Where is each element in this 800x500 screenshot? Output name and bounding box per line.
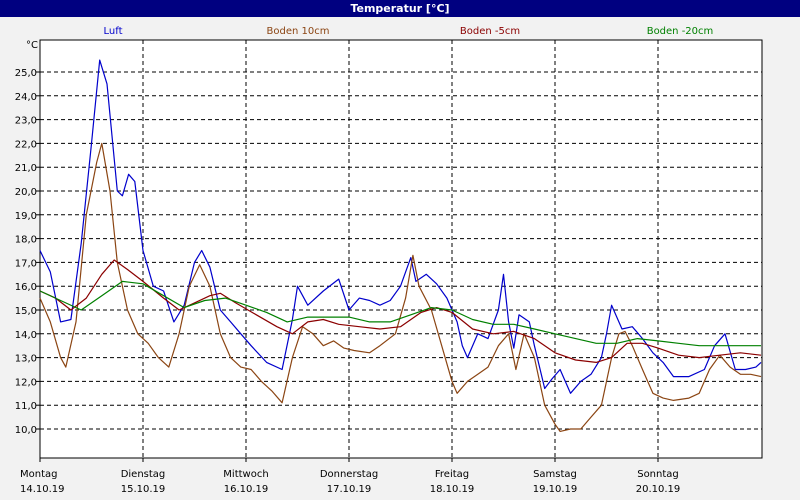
series-line-boden-20cm [39,280,761,347]
day-date-label: 17.10.19 [327,484,372,495]
day-name-label: Freitag [435,469,469,480]
y-tick-label: 21,0 [15,163,37,174]
day-date-label: 14.10.19 [20,484,65,495]
window-title: Temperatur [°C] [0,0,800,17]
day-date-label: 15.10.19 [121,484,166,495]
y-tick-label: 11,0 [15,401,37,412]
grid [40,40,762,458]
y-tick-label: 19,0 [15,211,37,222]
day-name-label: Montag [20,469,57,480]
y-tick-label: 22,0 [15,139,37,150]
y-tick-label: 25,0 [15,68,37,79]
day-name-label: Donnerstag [320,469,378,480]
x-axis: Montag 14.10.19 Dienstag 15.10.19 Mittwoch 16… [20,458,680,495]
y-tick-label: 13,0 [15,354,37,365]
y-tick-label: 16,0 [15,282,37,293]
day-date-label: 16.10.19 [224,484,269,495]
y-tick-label: 23,0 [15,116,37,127]
y-tick-label: 18,0 [15,235,37,246]
legend-entry: Boden -20cm [647,26,714,37]
day-date-label: 19.10.19 [533,484,578,495]
day-date-label: 18.10.19 [430,484,475,495]
y-axis: 25,0 24,0 23,0 22,0 21,0 20,0 19,0 18,0 17,0 16,0… [15,68,40,436]
y-tick-label: 17,0 [15,258,37,269]
day-name-label: Sonntag [637,469,679,480]
temperature-chart: 25,0 24,0 23,0 22,0 21,0 20,0 19,0 18,0 17,0 16,0… [15,26,763,495]
y-tick-label: 12,0 [15,377,37,388]
day-name-label: Mittwoch [223,469,268,480]
y-tick-label: 14,0 [15,330,37,341]
series-line-luft [39,59,762,394]
day-date-label: 20.10.19 [636,484,681,495]
legend-entry: Boden 10cm [267,26,330,37]
series-lines [39,59,762,432]
series-line-boden-5cm [39,259,762,363]
legend-entry: Luft [104,26,123,37]
y-tick-label: 15,0 [15,306,37,317]
plot-area [39,39,763,459]
legend-entry: Boden -5cm [460,26,520,37]
day-name-label: Samstag [533,469,577,480]
y-tick-label: 20,0 [15,187,37,198]
y-tick-label: 10,0 [15,425,37,436]
y-tick-label: 24,0 [15,92,37,103]
y-axis-unit: °C [26,40,38,51]
day-name-label: Dienstag [121,469,166,480]
legend: Luft Boden 10cm Boden -5cm Boden -20cm [104,26,714,37]
